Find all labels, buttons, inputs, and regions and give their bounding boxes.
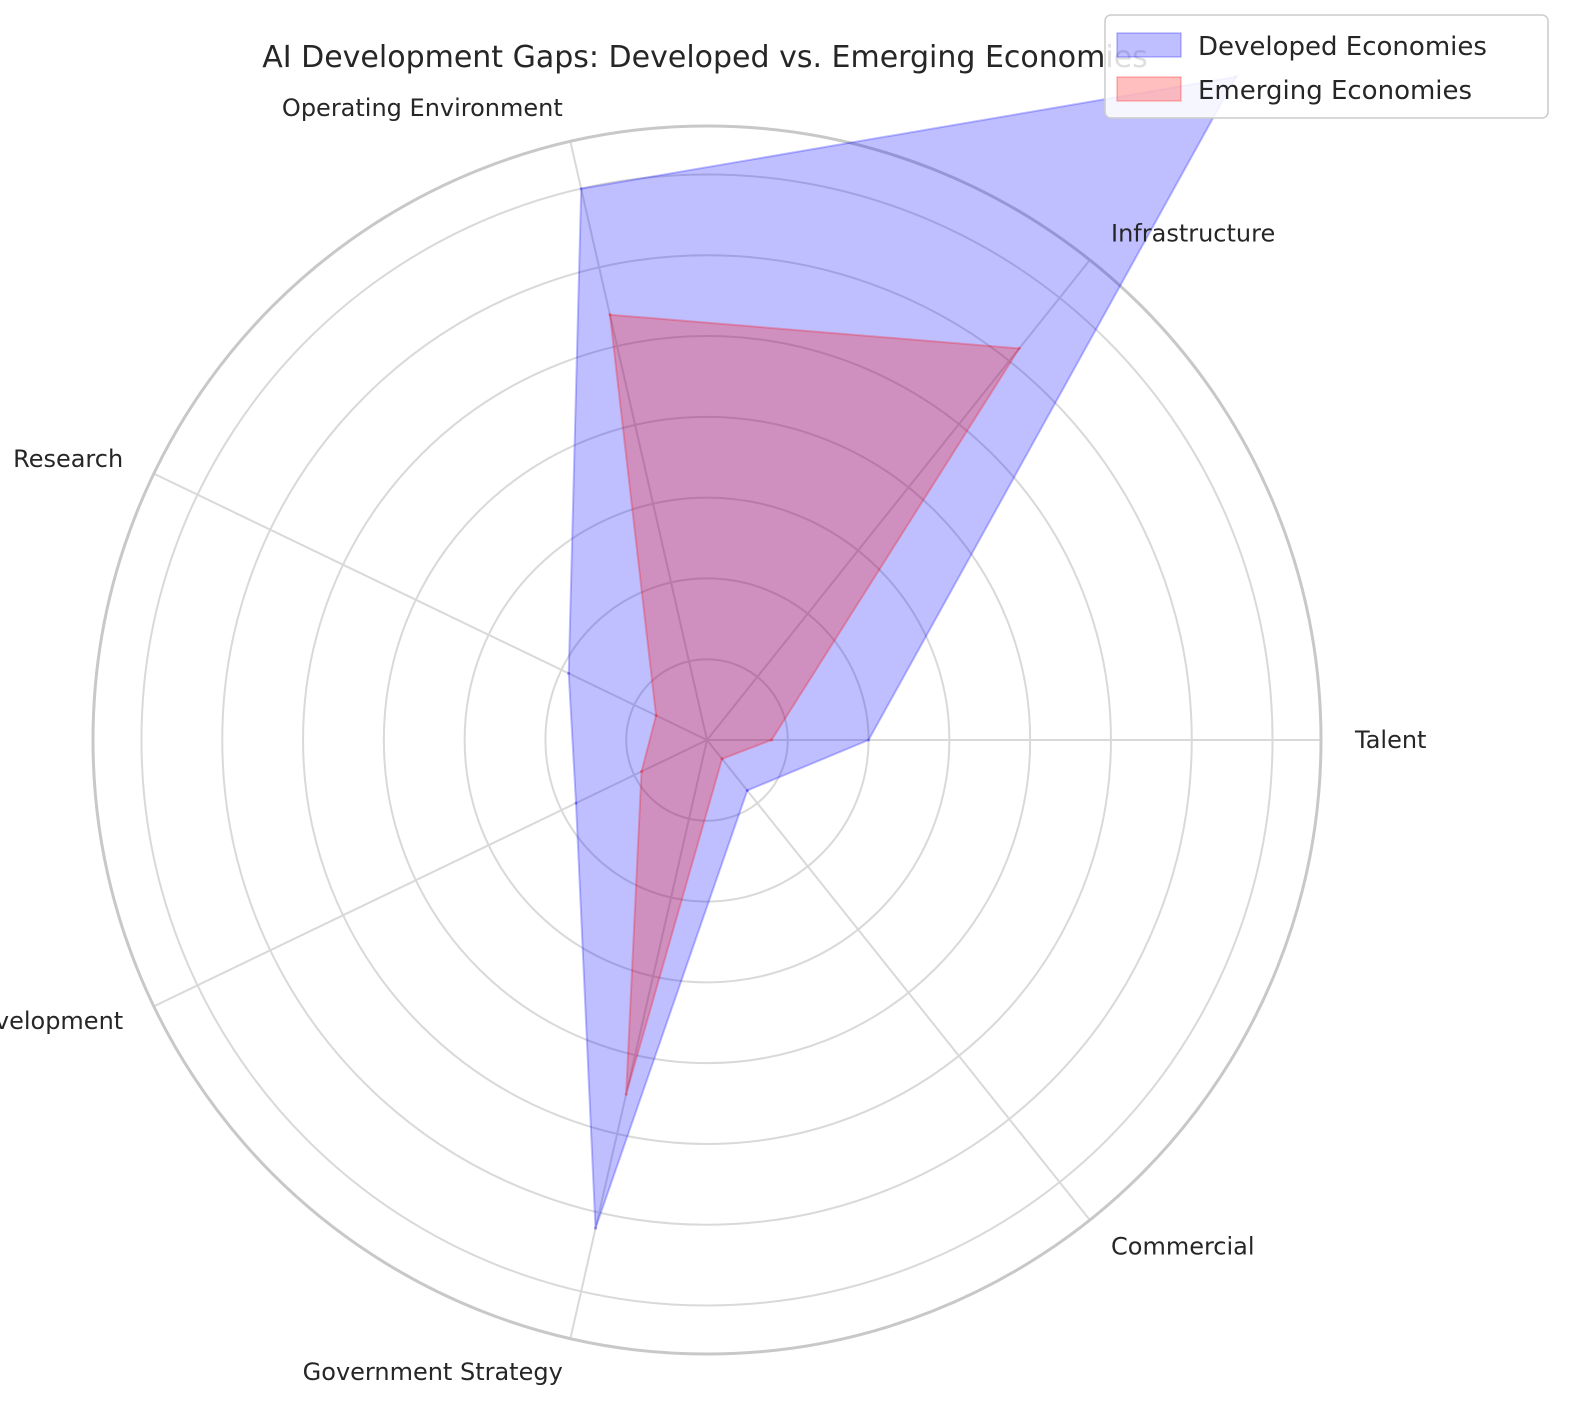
data-point — [594, 1226, 597, 1230]
legend-label-developed: Developed Economies — [1198, 32, 1487, 62]
radial-grid — [91, 124, 1323, 1356]
series-area — [608, 313, 1022, 1095]
data-point — [567, 671, 571, 675]
axis-label-operating-environment: Operating Environment — [282, 94, 563, 122]
spoke-development — [153, 739, 708, 1008]
axis-label-development: Development — [0, 1007, 123, 1035]
legend-frame — [1104, 14, 1549, 119]
series-emerging-economies — [608, 313, 1022, 1096]
data-point — [720, 757, 724, 761]
axis-label-government-strategy: Government Strategy — [303, 1358, 563, 1386]
legend: Developed Economies Emerging Economies — [1104, 14, 1549, 119]
spoke-government-strategy — [569, 739, 708, 1339]
axis-label-research: Research — [13, 445, 123, 473]
data-point — [608, 313, 612, 317]
axis-label-talent: Talent — [1354, 726, 1426, 754]
data-point — [624, 1092, 628, 1096]
data-point — [867, 738, 871, 742]
legend-swatch-emerging — [1116, 76, 1182, 102]
data-point — [745, 789, 749, 792]
legend-label-emerging: Emerging Economies — [1198, 76, 1472, 106]
spoke-operating-environment — [569, 141, 708, 741]
data-point — [579, 187, 583, 191]
axis-label-commercial: Commercial — [1111, 1233, 1255, 1261]
chart-title: AI Development Gaps: Developed vs. Emerg… — [262, 40, 1148, 75]
spoke-infrastructure — [706, 259, 1091, 741]
outer-frame — [91, 124, 1323, 1356]
legend-swatch-developed — [1116, 32, 1182, 58]
series-layer — [567, 75, 1238, 1230]
data-point — [770, 738, 774, 742]
data-point — [640, 770, 643, 773]
axis-labels: Talent Infrastructure Operating Environmen… — [0, 94, 1426, 1386]
axis-label-infrastructure: Infrastructure — [1111, 219, 1275, 247]
data-point — [1017, 346, 1021, 350]
data-point — [654, 714, 658, 717]
spoke-research — [153, 472, 708, 741]
data-point — [574, 801, 578, 805]
spoke-commercial — [706, 739, 1091, 1221]
